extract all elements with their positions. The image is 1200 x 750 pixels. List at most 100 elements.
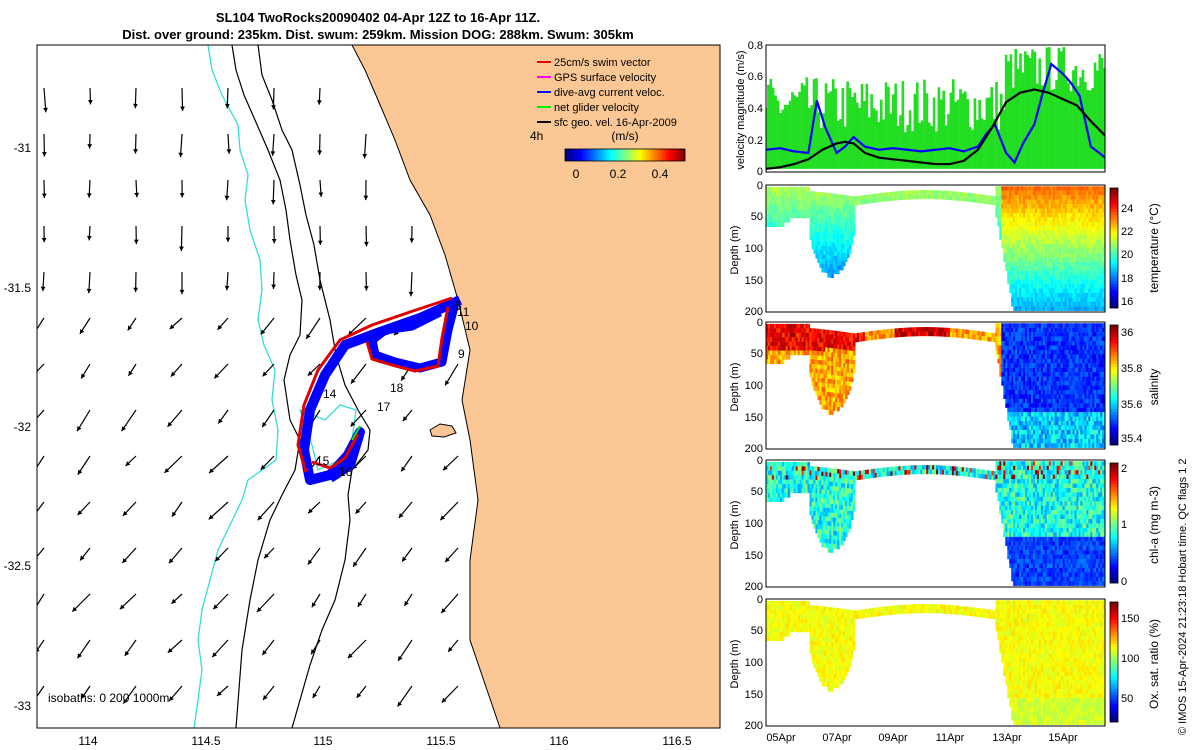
heatmap-cell xyxy=(849,368,852,373)
heatmap-cell xyxy=(1088,416,1091,422)
heatmap-cell xyxy=(811,479,814,485)
heatmap-cell xyxy=(967,329,971,335)
heatmap-cell xyxy=(809,337,813,342)
heatmap-cell xyxy=(787,323,791,329)
heatmap-cell xyxy=(809,200,813,205)
heatmap-cell xyxy=(965,192,969,198)
velocity-arrow-head xyxy=(77,510,83,516)
heatmap-cell xyxy=(1040,341,1044,346)
heatmap-cell xyxy=(843,199,846,205)
heatmap-cell xyxy=(1019,385,1022,391)
heatmap-cell xyxy=(1082,195,1085,200)
heatmap-cell xyxy=(1092,381,1095,386)
heatmap-cell xyxy=(1084,204,1087,209)
heatmap-cell xyxy=(1032,270,1036,276)
heatmap-cell xyxy=(1027,376,1030,382)
heatmap-cell xyxy=(1003,345,1006,351)
heatmap-cell xyxy=(1052,195,1056,200)
heatmap-cell xyxy=(1025,266,1028,271)
heatmap-cell xyxy=(1090,221,1093,227)
heatmap-cell xyxy=(1084,221,1087,227)
heatmap-cell xyxy=(781,350,785,356)
heatmap-cell xyxy=(1074,412,1077,417)
heatmap-cell xyxy=(831,273,834,279)
heatmap-cell xyxy=(856,337,860,342)
heatmap-cell xyxy=(777,497,781,503)
heatmap-cell xyxy=(1092,412,1095,417)
heatmap-cell xyxy=(1076,429,1079,435)
heatmap-cell xyxy=(799,484,803,489)
heatmap-cell xyxy=(1098,349,1101,355)
heatmap-cell xyxy=(1086,270,1089,276)
heatmap-cell xyxy=(1046,270,1050,276)
heatmap-cell xyxy=(1027,199,1030,205)
heatmap-cell xyxy=(862,336,866,342)
heatmap-cell xyxy=(1027,239,1030,245)
heatmap-cell xyxy=(801,484,805,489)
heatmap-cell xyxy=(1098,221,1101,227)
heatmap-cell xyxy=(1076,186,1079,191)
heatmap-cell xyxy=(815,386,818,392)
heatmap-cell xyxy=(1086,438,1089,444)
heatmap-cell xyxy=(1086,230,1089,236)
heatmap-cell xyxy=(1088,332,1091,337)
heatmap-cell xyxy=(1038,306,1042,311)
heatmap-cell xyxy=(1072,443,1076,448)
heatmap-cell xyxy=(1023,275,1026,280)
heatmap-cell xyxy=(1076,235,1079,240)
heatmap-cell xyxy=(1088,270,1091,276)
heatmap-cell xyxy=(1102,381,1105,386)
heatmap-cell xyxy=(1048,190,1052,196)
heatmap-cell xyxy=(997,221,1000,227)
heatmap-cell xyxy=(805,466,809,471)
heatmap-cell xyxy=(1102,297,1105,302)
heatmap-cell xyxy=(1076,354,1079,359)
heatmap-cell xyxy=(1052,248,1056,254)
heatmap-cell xyxy=(821,373,824,379)
heatmap-cell xyxy=(1094,257,1097,262)
heatmap-cell xyxy=(1070,292,1074,298)
heatmap-cell xyxy=(1034,239,1038,245)
heatmap-cell xyxy=(987,199,990,205)
heatmap-cell xyxy=(1042,248,1046,254)
heatmap-cell xyxy=(845,221,848,227)
heatmap-cell xyxy=(896,191,900,196)
heatmap-cell xyxy=(866,336,870,341)
heatmap-cell xyxy=(777,475,781,480)
heatmap-cell xyxy=(813,359,816,365)
heatmap-cell xyxy=(1068,208,1072,214)
heatmap-cell xyxy=(847,248,850,254)
heatmap-cell xyxy=(1096,261,1099,267)
heatmap-cell xyxy=(813,515,816,520)
heatmap-cell xyxy=(1027,412,1030,417)
heatmap-cell xyxy=(1060,354,1064,359)
heatmap-cell xyxy=(1023,186,1026,191)
heatmap-cell xyxy=(949,191,953,196)
heatmap-cell xyxy=(1090,248,1093,254)
heatmap-cell xyxy=(1013,412,1016,417)
heatmap-cell xyxy=(1064,248,1068,254)
heatmap-cell xyxy=(1005,372,1008,377)
heatmap-cell xyxy=(1025,204,1028,209)
velocity-arrow-head xyxy=(123,698,128,704)
heatmap-cell xyxy=(1078,266,1081,271)
heatmap-cell xyxy=(1054,252,1058,258)
heatmap-cell xyxy=(1001,226,1004,231)
heatmap-cell xyxy=(1102,407,1105,413)
heatmap-cell xyxy=(775,479,779,485)
heatmap-cell xyxy=(853,231,856,237)
heatmap-cell xyxy=(815,382,818,387)
heatmap-cell xyxy=(801,350,805,356)
heatmap-cell xyxy=(1005,244,1008,249)
heatmap-cell xyxy=(793,213,797,219)
heatmap-cell xyxy=(1030,412,1034,417)
heatmap-cell xyxy=(1102,212,1105,218)
heatmap-cell xyxy=(785,479,789,485)
heatmap-cell xyxy=(819,369,822,374)
heatmap-cell xyxy=(1092,190,1095,196)
heatmap-cell xyxy=(1027,327,1030,333)
heatmap-cell xyxy=(787,191,791,196)
heatmap-cell xyxy=(1086,429,1089,435)
legend-entry: dive-avg current veloc. xyxy=(554,87,665,99)
heatmap-cell xyxy=(1015,195,1018,200)
